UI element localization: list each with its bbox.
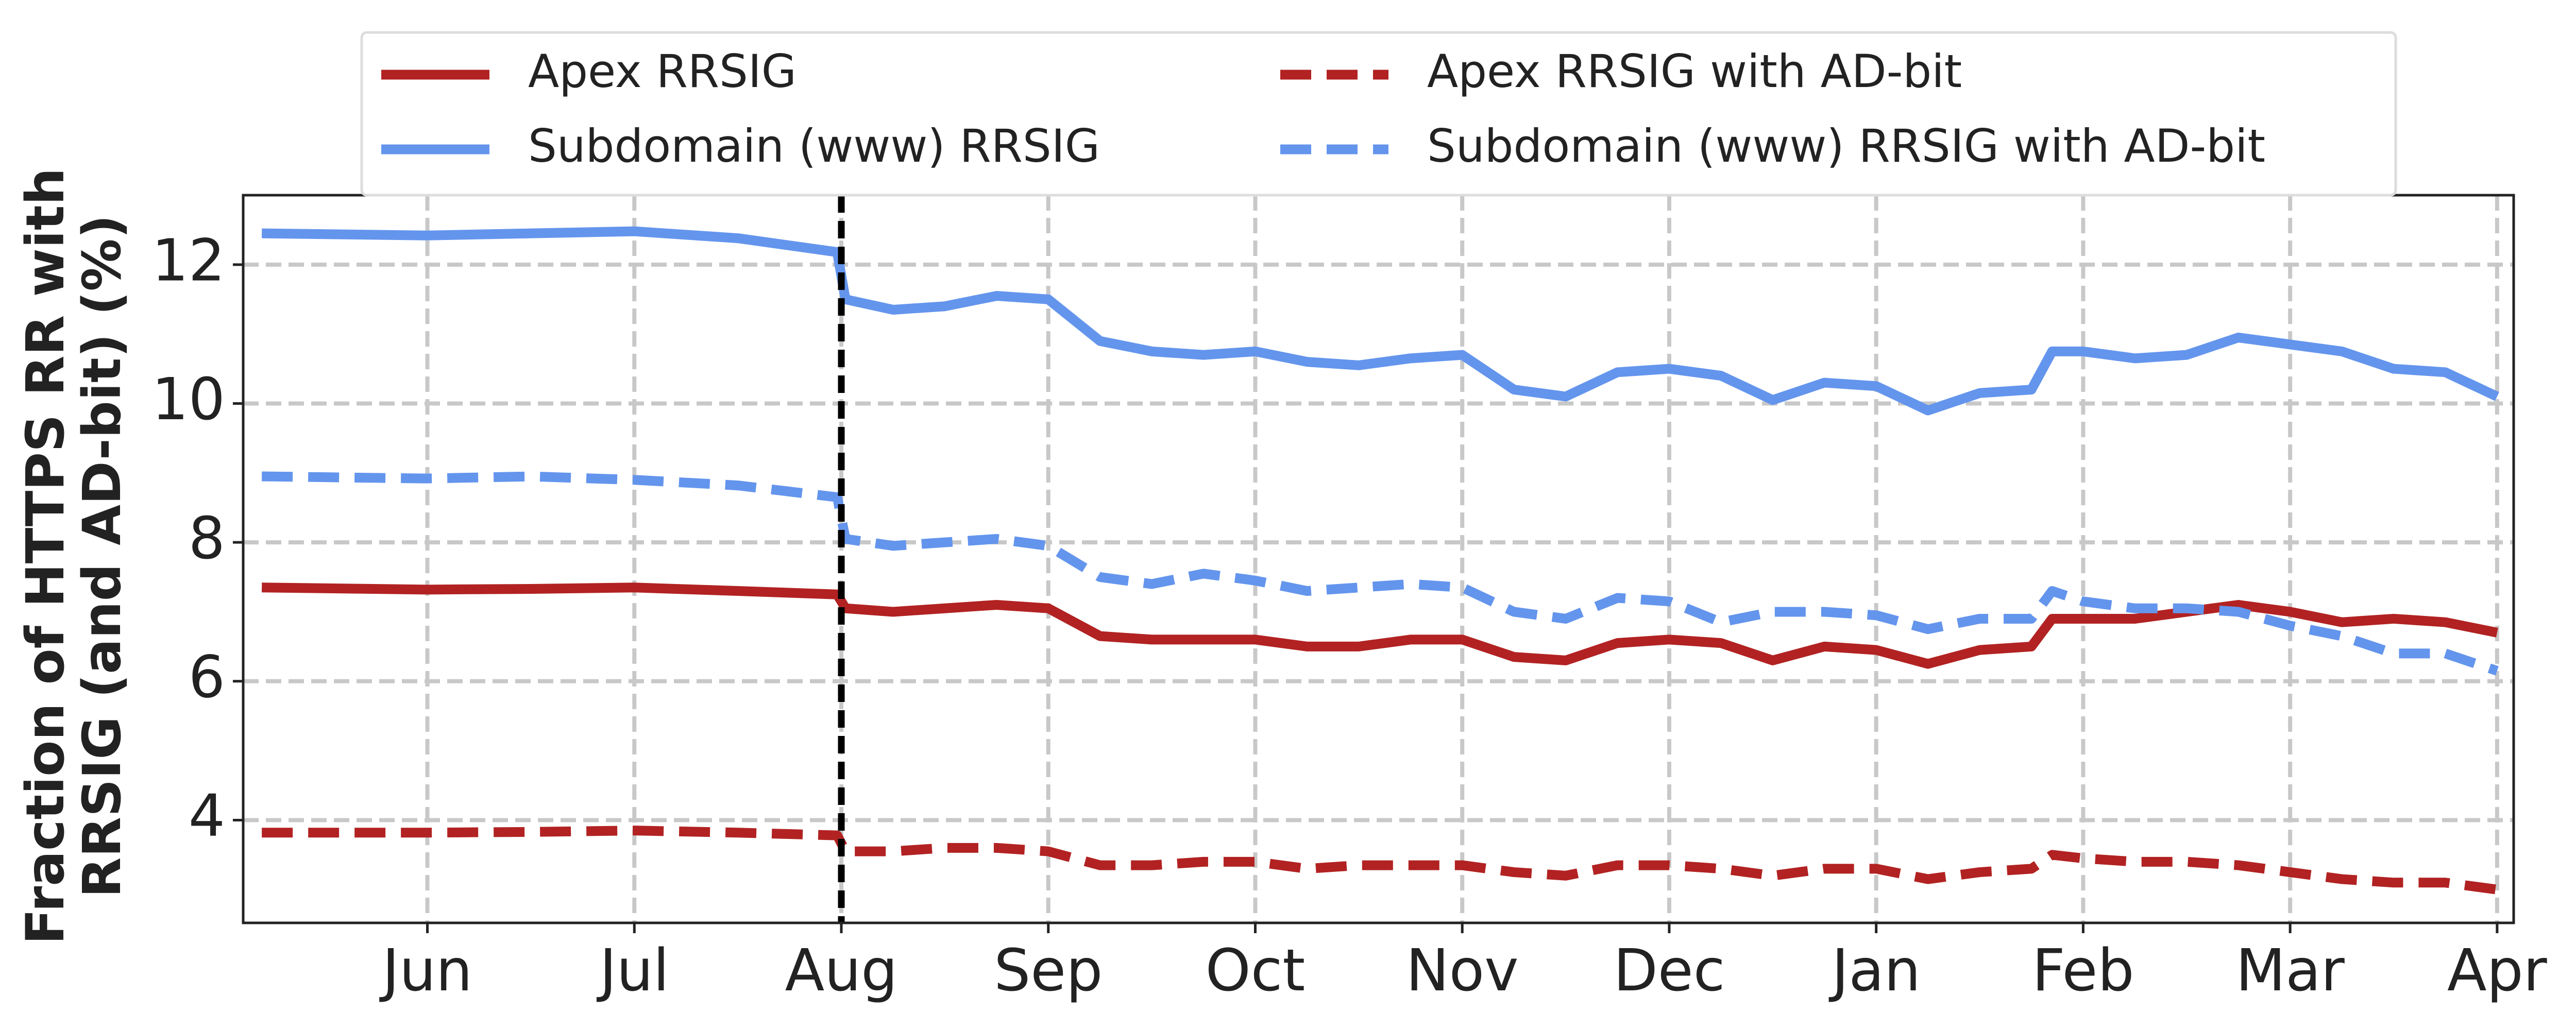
plot-frame	[242, 194, 2515, 924]
legend-label: Apex RRSIG with AD-bit	[1427, 45, 1962, 98]
x-tick-label: Feb	[2032, 937, 2134, 1004]
y-tick-label: 12	[151, 228, 225, 295]
legend-label: Subdomain (www) RRSIG	[528, 119, 1100, 173]
legend-label: Apex RRSIG	[528, 45, 796, 98]
series-line	[262, 226, 2499, 416]
y-axis-label-line: Fraction of HTTPS RR with	[15, 168, 76, 945]
x-tick-label: Jan	[1828, 937, 1921, 1004]
y-axis-label-line: RRSIG (and AD-bit) (%)	[72, 215, 133, 898]
y-tick-label: 6	[189, 644, 225, 711]
x-tick-label: Jul	[597, 937, 669, 1004]
x-tick-label: Oct	[1206, 937, 1306, 1004]
legend-box	[360, 31, 2397, 197]
y-tick-label: 10	[151, 366, 225, 433]
x-tick-label: Jun	[379, 937, 472, 1004]
x-tick-label: Mar	[2235, 937, 2345, 1004]
x-tick-label: Sep	[994, 937, 1103, 1004]
y-axis-label: Fraction of HTTPS RR withRRSIG (and AD-b…	[15, 168, 133, 945]
x-tick-label: Aug	[785, 937, 898, 1004]
x-tick-label: Nov	[1406, 937, 1519, 1004]
x-tick-label: Apr	[2447, 937, 2548, 1004]
series-line	[262, 582, 2498, 669]
series-line	[262, 826, 2498, 895]
x-tick-label: Dec	[1614, 937, 1725, 1004]
legend-label: Subdomain (www) RRSIG with AD-bit	[1427, 119, 2265, 173]
y-tick-label: 8	[189, 505, 225, 572]
y-tick-label: 4	[189, 783, 225, 850]
